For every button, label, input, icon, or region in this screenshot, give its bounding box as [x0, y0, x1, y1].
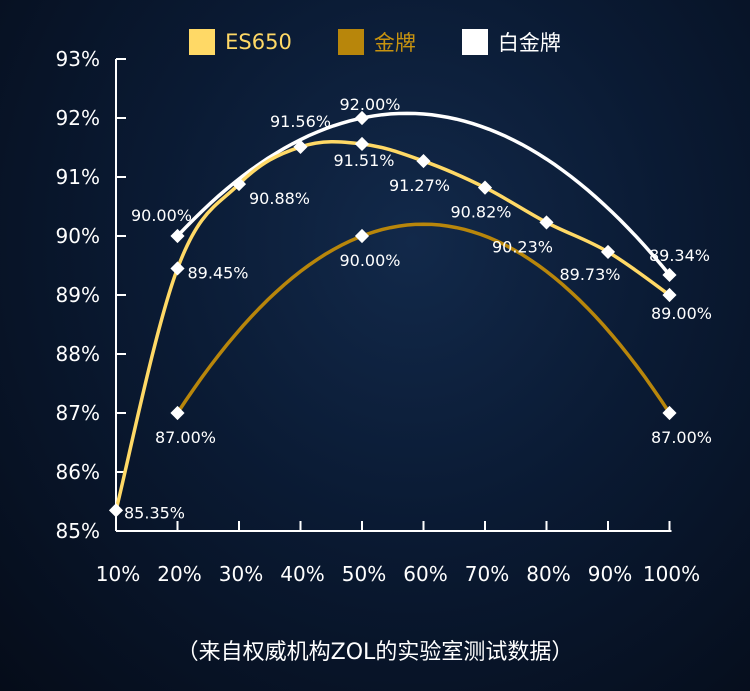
data-label: 90.00% — [339, 251, 400, 270]
data-point — [662, 287, 677, 303]
data-point — [293, 139, 308, 154]
data-label: 87.00% — [651, 428, 712, 447]
x-tick-label: 30% — [219, 562, 263, 586]
x-tick-label: 10% — [96, 562, 140, 586]
data-label: 91.27% — [389, 176, 450, 195]
chart-legend: ES650 金牌 白金牌 — [0, 27, 750, 57]
x-tick-label: 40% — [280, 562, 324, 586]
data-point — [539, 215, 554, 230]
legend-item-es650: ES650 — [189, 27, 292, 57]
series-line-0 — [114, 140, 671, 511]
data-label: 85.35% — [124, 503, 185, 522]
data-label: 91.51% — [333, 151, 394, 170]
data-point — [416, 153, 431, 169]
data-point — [170, 261, 185, 276]
x-tick-label: 100% — [643, 562, 700, 586]
data-point — [354, 110, 370, 126]
y-tick-label: 85% — [56, 519, 100, 543]
data-point — [600, 244, 616, 260]
data-label: 89.34% — [649, 246, 710, 265]
legend-swatch-platinum — [461, 29, 488, 55]
data-label: 89.45% — [188, 263, 249, 282]
data-label: 90.82% — [450, 203, 511, 222]
y-tick-label: 92% — [56, 106, 100, 130]
data-label: 90.88% — [249, 189, 310, 208]
data-point — [354, 136, 370, 152]
legend-item-gold: 金牌 — [337, 27, 416, 57]
x-tick-label: 20% — [157, 562, 201, 586]
legend-item-platinum: 白金牌 — [461, 27, 561, 57]
data-point — [477, 180, 493, 195]
data-point — [662, 267, 677, 283]
data-point — [108, 503, 124, 518]
data-label: 89.00% — [651, 304, 712, 323]
x-tick-label: 70% — [465, 562, 509, 586]
series-line-2 — [176, 111, 671, 277]
data-label: 87.00% — [155, 428, 216, 447]
footnote: （来自权威机构ZOL的实验室测试数据） — [176, 640, 574, 665]
x-tick-label: 60% — [403, 562, 447, 586]
data-point — [170, 405, 185, 421]
legend-swatch-es650 — [189, 29, 216, 55]
data-point — [231, 177, 247, 192]
y-tick-label: 89% — [56, 283, 100, 307]
data-label: 91.56% — [270, 112, 331, 131]
legend-swatch-gold — [337, 29, 364, 55]
legend-label-platinum: 白金牌 — [497, 31, 561, 55]
y-tick-label: 90% — [56, 224, 100, 248]
data-label: 89.73% — [559, 265, 620, 284]
legend-label-gold: 金牌 — [373, 31, 416, 55]
data-point — [354, 228, 370, 244]
y-tick-label: 88% — [56, 342, 100, 366]
data-point — [170, 228, 185, 244]
y-tick-label: 91% — [56, 165, 100, 189]
data-label: 90.00% — [131, 206, 192, 225]
y-tick-label: 86% — [56, 460, 100, 484]
data-label: 90.23% — [492, 237, 553, 256]
y-tick-label: 93% — [56, 47, 100, 71]
y-tick-label: 87% — [56, 401, 100, 425]
x-tick-label: 80% — [526, 562, 570, 586]
x-tick-label: 50% — [342, 562, 386, 586]
series-line-1 — [176, 222, 671, 414]
data-point — [662, 405, 677, 421]
x-tick-label: 90% — [588, 562, 632, 586]
data-label: 92.00% — [339, 95, 400, 114]
legend-label-es650: ES650 — [225, 30, 292, 54]
